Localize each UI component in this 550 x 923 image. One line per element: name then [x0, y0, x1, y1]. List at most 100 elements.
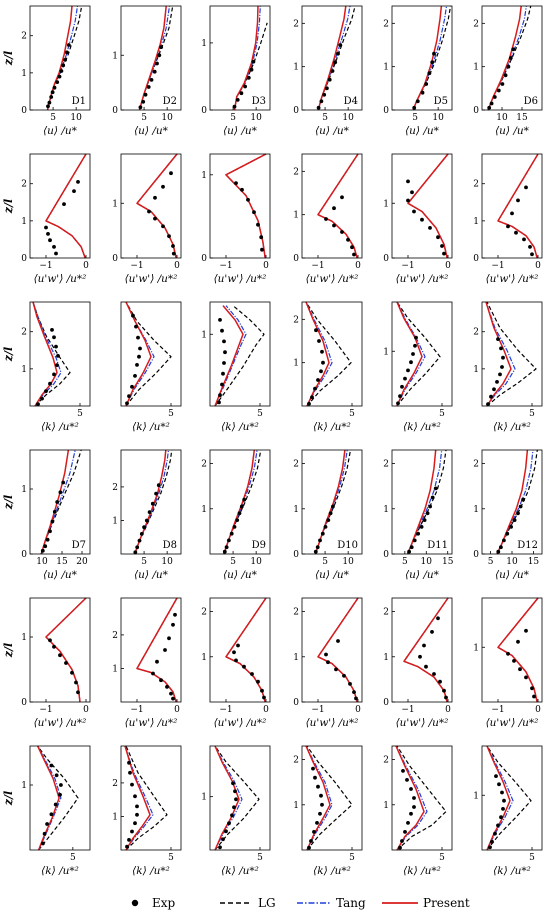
- panel-d1-u: 5 10 0 1 2 D1 ⟨u⟩ /u*: [21, 5, 91, 137]
- x-tick-label: 20: [76, 557, 88, 567]
- exp-point: [218, 845, 222, 850]
- exp-point: [133, 794, 137, 799]
- exp-point: [316, 105, 321, 110]
- series-lg-line: [306, 745, 353, 851]
- exp-point: [494, 774, 498, 778]
- exp-point: [249, 67, 254, 72]
- exp-point: [425, 511, 430, 516]
- exp-point: [400, 839, 404, 843]
- exp-point: [422, 643, 426, 648]
- exp-point: [260, 688, 264, 693]
- x-axis-label: ⟨k⟩ /u*²: [132, 421, 170, 433]
- y-tick-label: 2: [112, 631, 118, 641]
- series-present-line: [317, 597, 359, 703]
- plot-area: [487, 5, 532, 111]
- panel-d9-u: 5 10 1 2 D9 ⟨u⟩ /u*: [201, 449, 271, 581]
- exp-point: [155, 659, 159, 664]
- y-axis-label: z/l: [2, 643, 15, 658]
- exp-point: [427, 71, 432, 76]
- x-tick-label: 0: [355, 261, 361, 271]
- y-axis-label: z/l: [2, 347, 15, 362]
- panel-d2-u: 5 10 0 1 D2 ⟨u⟩ /u*: [112, 5, 182, 137]
- exp-point: [134, 324, 138, 329]
- exp-point: [331, 504, 335, 509]
- exp-point: [218, 318, 222, 322]
- plot-area: [46, 5, 83, 111]
- exp-point: [58, 653, 62, 658]
- exp-point: [352, 252, 356, 257]
- y-tick-label: 0: [21, 106, 27, 116]
- panel-d11-k: 5 1 2 ⟨k⟩ /u*²: [383, 745, 453, 877]
- y-tick-label: 1: [21, 485, 27, 495]
- exp-point: [125, 844, 129, 849]
- exp-point: [338, 43, 343, 47]
- x-axis-label: ⟨k⟩ /u*²: [132, 865, 170, 877]
- series-present-line: [395, 745, 425, 851]
- plot-area: [124, 745, 168, 851]
- x-tick-label: 0: [445, 261, 451, 271]
- exp-point: [412, 209, 416, 214]
- exp-point: [320, 349, 324, 354]
- exp-point: [252, 210, 256, 215]
- x-tick-label: −1: [401, 261, 414, 271]
- x-tick-label: −1: [219, 705, 232, 715]
- exp-point: [251, 59, 256, 64]
- exp-point: [220, 328, 224, 333]
- plot-area: [214, 745, 260, 851]
- y-tick-label: 0: [473, 254, 479, 264]
- exp-point: [516, 639, 520, 644]
- exp-point: [138, 346, 142, 351]
- x-tick-label: −1: [491, 705, 504, 715]
- x-tick-label: 0: [355, 705, 361, 715]
- x-axis-label: ⟨u'w'⟩ /u*²: [486, 273, 539, 285]
- plot-area: [485, 301, 537, 407]
- legend-present-label: Present: [423, 896, 470, 910]
- exp-point: [488, 845, 492, 850]
- x-tick-label: −1: [311, 261, 324, 271]
- axes-frame: [209, 301, 271, 407]
- x-tick-label: 0: [535, 261, 541, 271]
- exp-point: [412, 538, 417, 543]
- exp-point: [59, 69, 64, 73]
- y-tick-label: 0: [21, 254, 27, 264]
- exp-point: [52, 644, 56, 649]
- exp-point: [50, 328, 54, 332]
- series-lg-line: [497, 153, 539, 259]
- series-tang-line: [412, 5, 448, 111]
- x-axis-label: ⟨k⟩ /u*²: [41, 421, 79, 433]
- y-tick-label: 2: [293, 19, 299, 29]
- exp-point: [41, 841, 45, 846]
- exp-point: [518, 504, 523, 509]
- series-present-line: [46, 5, 73, 111]
- axes-frame: [120, 153, 182, 259]
- exp-point: [318, 538, 322, 543]
- y-tick-label: 1: [112, 51, 118, 61]
- exp-point: [524, 675, 528, 680]
- exp-point: [220, 382, 224, 387]
- exp-point: [332, 223, 336, 228]
- axes-frame: [301, 745, 363, 851]
- exp-point: [403, 830, 407, 834]
- series-lg-line: [305, 301, 352, 407]
- legend-exp-label: Exp: [152, 896, 176, 910]
- exp-point: [48, 638, 52, 643]
- exp-point: [416, 531, 420, 536]
- series-tang-line: [138, 5, 171, 111]
- exp-point: [142, 525, 147, 530]
- legend-lg-label: LG: [258, 896, 276, 910]
- exp-point: [262, 695, 266, 700]
- exp-point: [137, 538, 142, 543]
- y-tick-label: 1: [21, 365, 27, 375]
- exp-point: [167, 234, 171, 239]
- exp-point: [222, 361, 226, 365]
- case-label: D12: [517, 540, 538, 551]
- y-tick-label: 2: [293, 460, 299, 470]
- exp-point: [136, 335, 140, 340]
- case-label: D1: [72, 96, 86, 107]
- exp-point: [223, 350, 227, 355]
- series-present-line: [487, 5, 522, 111]
- exp-point: [155, 61, 159, 66]
- exp-point: [401, 769, 405, 773]
- series-present-line: [407, 153, 449, 259]
